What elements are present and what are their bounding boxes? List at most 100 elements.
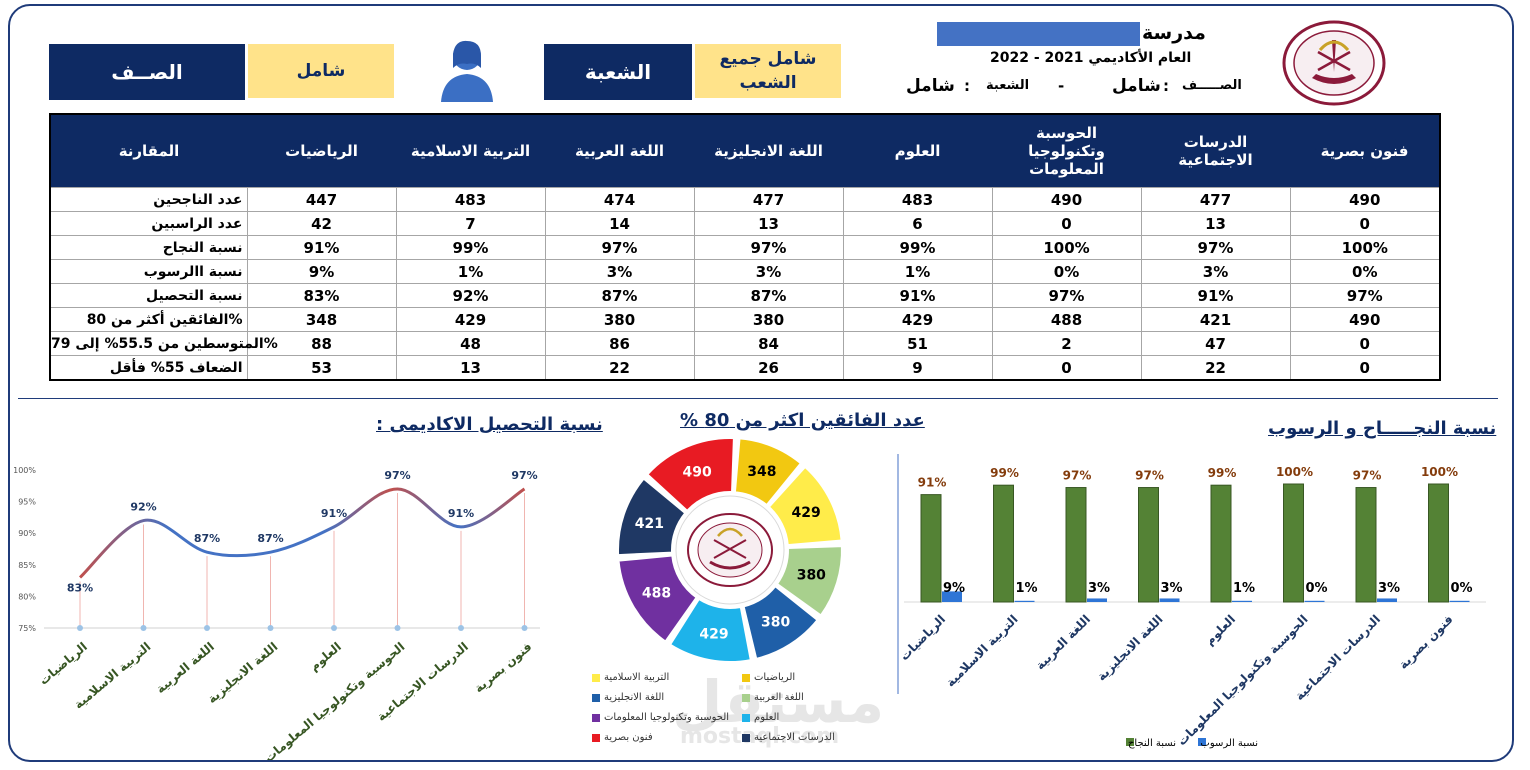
table-cell[interactable]: 483 xyxy=(395,187,546,212)
fail-bar[interactable] xyxy=(942,591,962,602)
table-cell[interactable]: 1% xyxy=(842,259,993,284)
table-cell[interactable]: 53 xyxy=(246,355,397,381)
legend-item[interactable]: فنون بصرية xyxy=(592,732,732,743)
table-cell[interactable]: 348 xyxy=(246,307,397,332)
pass-bar[interactable] xyxy=(1428,483,1449,603)
table-cell[interactable]: 488 xyxy=(991,307,1142,332)
table-cell[interactable]: 83% xyxy=(246,283,397,308)
table-cell[interactable]: 429 xyxy=(395,307,546,332)
fail-bar[interactable] xyxy=(1232,600,1252,602)
pass-bar[interactable] xyxy=(993,484,1014,603)
fail-bar[interactable] xyxy=(1304,600,1325,602)
table-cell[interactable]: 0% xyxy=(1289,259,1441,284)
pass-bar[interactable] xyxy=(1283,483,1304,603)
pass-bar[interactable] xyxy=(920,494,942,603)
table-cell[interactable]: 91% xyxy=(842,283,993,308)
table-cell[interactable]: 99% xyxy=(842,235,993,260)
table-cell[interactable]: 0 xyxy=(991,355,1142,381)
donut-slice[interactable] xyxy=(742,584,819,661)
donut-slice[interactable] xyxy=(617,554,698,643)
table-cell[interactable]: 91% xyxy=(246,235,397,260)
table-cell[interactable]: 97% xyxy=(544,235,695,260)
table-cell[interactable]: 3% xyxy=(1140,259,1291,284)
fail-bar[interactable] xyxy=(1377,598,1397,602)
table-cell[interactable]: 87% xyxy=(693,283,844,308)
legend-item[interactable]: الحوسبة وتكنولوجيا المعلومات xyxy=(592,712,732,723)
legend-item[interactable]: التربية الاسلامية xyxy=(592,672,732,683)
table-cell[interactable]: 51 xyxy=(842,331,993,356)
pass-bar[interactable] xyxy=(1065,487,1087,603)
table-cell[interactable]: 477 xyxy=(693,187,844,212)
table-cell[interactable]: 3% xyxy=(693,259,844,284)
table-cell[interactable]: 42 xyxy=(246,211,397,236)
table-cell[interactable]: 97% xyxy=(1289,283,1441,308)
table-cell[interactable]: 380 xyxy=(693,307,844,332)
table-cell[interactable]: 97% xyxy=(991,283,1142,308)
donut-slice[interactable] xyxy=(767,465,843,547)
table-cell[interactable]: 483 xyxy=(842,187,993,212)
table-cell[interactable]: 474 xyxy=(544,187,695,212)
legend-item[interactable]: الدرسات الاجتماعية xyxy=(742,732,882,743)
table-cell[interactable]: 100% xyxy=(991,235,1142,260)
legend-item[interactable]: اللغة الانجليزية xyxy=(592,692,732,703)
table-cell[interactable]: 0 xyxy=(1289,211,1441,236)
donut-slice[interactable] xyxy=(733,437,803,507)
table-cell[interactable]: 0 xyxy=(1289,331,1441,356)
table-cell[interactable]: 490 xyxy=(991,187,1142,212)
table-cell[interactable]: 6 xyxy=(842,211,993,236)
table-cell[interactable]: 13 xyxy=(1140,211,1291,236)
donut-slice[interactable] xyxy=(775,545,843,617)
table-cell[interactable]: 22 xyxy=(544,355,695,381)
table-cell[interactable]: 97% xyxy=(1140,235,1291,260)
table-cell[interactable]: 14 xyxy=(544,211,695,236)
table-cell[interactable]: 47 xyxy=(1140,331,1291,356)
table-cell[interactable]: 97% xyxy=(693,235,844,260)
table-cell[interactable]: 0% xyxy=(991,259,1142,284)
pass-bar[interactable] xyxy=(1355,487,1377,603)
section-value-box[interactable]: شامل جميع الشعب xyxy=(695,44,841,98)
table-cell[interactable]: 490 xyxy=(1289,307,1441,332)
table-cell[interactable]: 86 xyxy=(544,331,695,356)
table-cell[interactable]: 421 xyxy=(1140,307,1291,332)
table-cell[interactable]: 87% xyxy=(544,283,695,308)
table-cell[interactable]: 88 xyxy=(246,331,397,356)
table-cell[interactable]: 3% xyxy=(544,259,695,284)
table-cell[interactable]: 48 xyxy=(395,331,546,356)
x-tick-label: اللغة العربية xyxy=(153,640,217,697)
table-cell[interactable]: 26 xyxy=(693,355,844,381)
legend-item[interactable]: اللغة العربية xyxy=(742,692,882,703)
table-cell[interactable]: 100% xyxy=(1289,235,1441,260)
table-cell[interactable]: 380 xyxy=(544,307,695,332)
fail-bar[interactable] xyxy=(1449,600,1470,602)
table-cell[interactable]: 447 xyxy=(246,187,397,212)
donut-slice[interactable] xyxy=(645,437,735,513)
table-cell[interactable]: 9 xyxy=(842,355,993,381)
table-cell[interactable]: 99% xyxy=(395,235,546,260)
legend-item[interactable]: العلوم xyxy=(742,712,882,723)
table-cell[interactable]: 429 xyxy=(842,307,993,332)
donut-slice[interactable] xyxy=(617,477,687,557)
legend-item[interactable]: الرياضيات xyxy=(742,672,882,683)
table-cell[interactable]: 477 xyxy=(1140,187,1291,212)
table-cell[interactable]: 0 xyxy=(1289,355,1441,381)
table-cell[interactable]: 84 xyxy=(693,331,844,356)
table-cell[interactable]: 13 xyxy=(395,355,546,381)
table-cell[interactable]: 7 xyxy=(395,211,546,236)
table-cell[interactable]: 0 xyxy=(991,211,1142,236)
table-cell[interactable]: 92% xyxy=(395,283,546,308)
class-value-box[interactable]: شامل xyxy=(248,44,394,98)
school-name-field[interactable] xyxy=(937,22,1140,46)
table-cell[interactable]: 1% xyxy=(395,259,546,284)
fail-bar[interactable] xyxy=(1087,598,1107,602)
pass-bar[interactable] xyxy=(1138,487,1159,603)
pass-bar[interactable] xyxy=(1210,484,1232,603)
table-cell[interactable]: 490 xyxy=(1289,187,1441,212)
table-cell[interactable]: 91% xyxy=(1140,283,1291,308)
table-cell[interactable]: 2 xyxy=(991,331,1142,356)
fail-bar[interactable] xyxy=(1014,600,1035,602)
donut-slice[interactable] xyxy=(668,597,752,663)
fail-bar[interactable] xyxy=(1159,598,1180,602)
table-cell[interactable]: 13 xyxy=(693,211,844,236)
table-cell[interactable]: 22 xyxy=(1140,355,1291,381)
table-cell[interactable]: 9% xyxy=(246,259,397,284)
